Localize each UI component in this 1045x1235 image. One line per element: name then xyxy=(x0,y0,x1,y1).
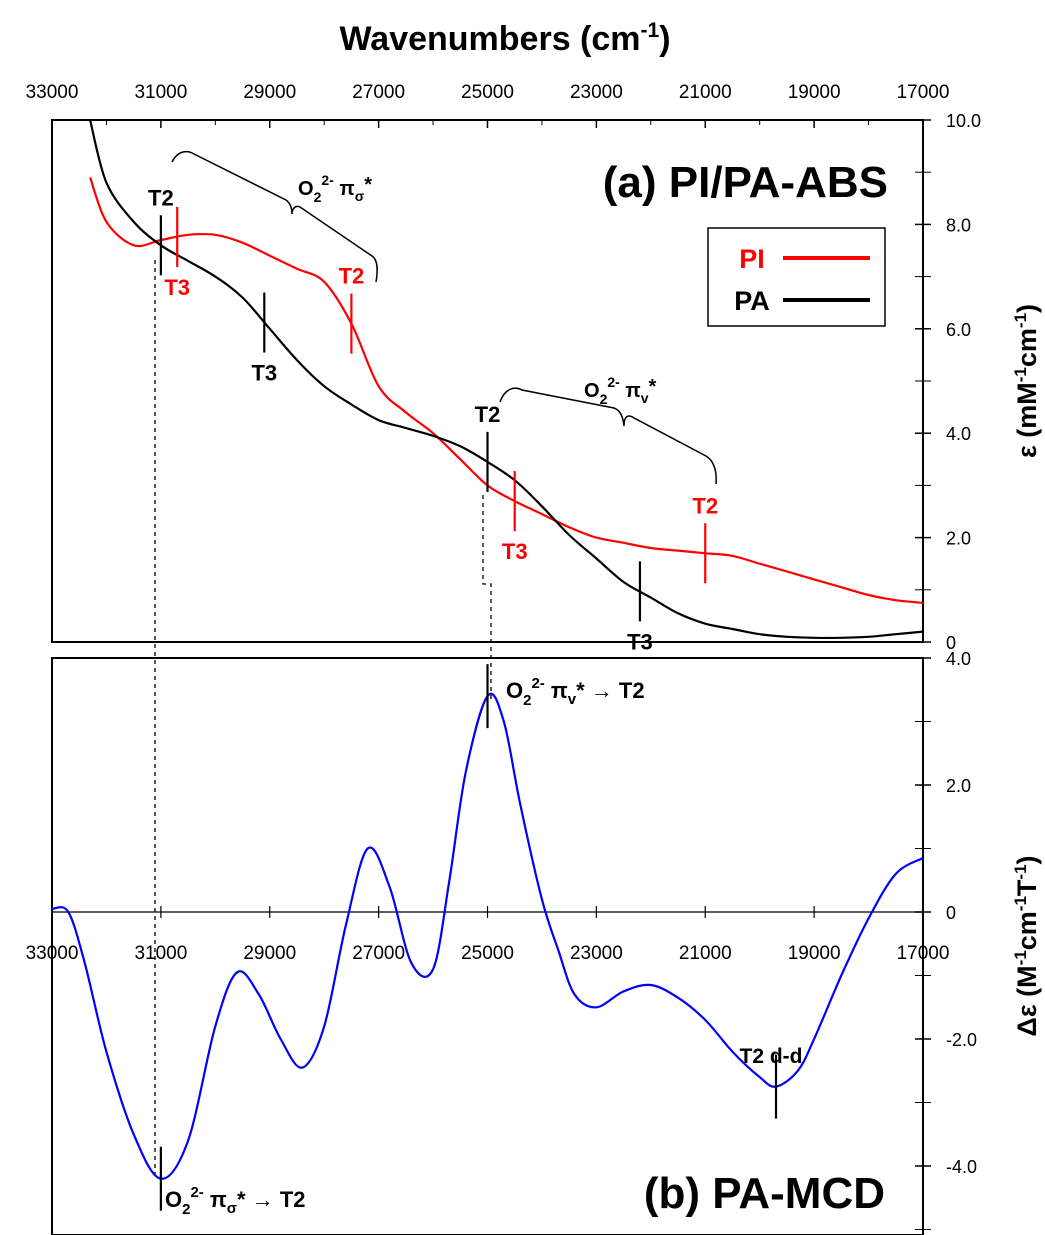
panel-b-x-tick-label: 23000 xyxy=(570,943,623,964)
panel-a-curves xyxy=(89,119,924,640)
brace-v xyxy=(499,387,717,485)
panel-b-x-tick-label: 19000 xyxy=(788,943,841,964)
label-o2-pi-v: O22- πv* xyxy=(584,374,656,407)
series-line-pi xyxy=(89,177,924,604)
panel-a-y-tick-label: 10.0 xyxy=(946,111,981,131)
panel-b-y-tick-label: -4.0 xyxy=(946,1157,977,1177)
label-t2-dd: T2 d-d xyxy=(740,1045,803,1068)
panel-b-y-tick-label: 2.0 xyxy=(946,776,971,796)
panel-b-x-tick-label: 21000 xyxy=(679,943,732,964)
series-line-pa-mcd xyxy=(51,692,924,1180)
label-o2-pi-v-to-t2: O22- πv* → T2 xyxy=(506,675,645,709)
panel-a-y-tick-label: 8.0 xyxy=(946,215,971,235)
marker-label-t2: T2 xyxy=(692,493,718,518)
marker-label-t2: T2 xyxy=(475,402,501,427)
marker-label-t3: T3 xyxy=(627,629,653,654)
legend-label-pa: PA xyxy=(734,286,770,316)
panel-b-ylabel: Δε (M-1cm-1T-1) xyxy=(1011,855,1042,1036)
marker-label-t3: T3 xyxy=(502,539,528,564)
panel-b-x-tick-label: 31000 xyxy=(134,943,187,964)
top-x-tick-label: 25000 xyxy=(461,82,514,103)
panel-a-title: (a) PI/PA-ABS xyxy=(603,158,888,207)
x-axis-title: Wavenumbers (cm-1) xyxy=(339,19,670,58)
panel-a-ylabel: ε (mM-1cm-1) xyxy=(1011,304,1042,458)
marker-label-t3: T3 xyxy=(164,275,190,300)
panel-a-y-tick-label: 0 xyxy=(946,633,956,653)
top-x-tick-label: 23000 xyxy=(570,82,623,103)
marker-label-t3: T3 xyxy=(251,361,277,386)
panel-b-x-tick-label: 33000 xyxy=(26,943,79,964)
guide-line-v xyxy=(482,495,492,700)
panel-b-curves xyxy=(51,692,924,1180)
transition-markers: T2 T3 T3 T2 T2 T3 T3 T2 xyxy=(148,185,778,1211)
series-line-pa xyxy=(89,119,924,640)
marker-label-t2: T2 xyxy=(339,264,365,289)
top-x-tick-label: 27000 xyxy=(352,82,405,103)
panel-b-x-tick-label: 27000 xyxy=(352,943,405,964)
panel-b-y-tick-label: 4.0 xyxy=(946,649,971,669)
panel-b-x-tick-label: 29000 xyxy=(243,943,296,964)
panel-b-x-tick-label: 25000 xyxy=(461,943,514,964)
marker-label-t2: T2 xyxy=(148,185,174,210)
top-x-tick-label: 33000 xyxy=(26,82,79,103)
legend-box xyxy=(707,227,886,327)
brace-sigma xyxy=(171,150,378,283)
panel-b-x-tick-label: 17000 xyxy=(897,943,950,964)
panel-a-y-tick-label: 2.0 xyxy=(946,529,971,549)
top-x-tick-label: 19000 xyxy=(788,82,841,103)
panel-b-y-tick-label: -2.0 xyxy=(946,1030,977,1050)
label-o2-pi-sigma: O22- πσ* xyxy=(298,172,372,205)
panel-b-y-tick-label: 0 xyxy=(946,903,956,923)
top-x-tick-labels: 33000 31000 29000 27000 25000 23000 21000 19000… xyxy=(26,82,950,103)
top-x-tick-label: 17000 xyxy=(897,82,950,103)
legend-label-pi: PI xyxy=(739,244,765,274)
panel-a-axes: 0 2.0 4.0 6.0 8.0 10.0 xyxy=(51,111,981,653)
top-x-tick-label: 31000 xyxy=(134,82,187,103)
panel-a-y-tick-label: 6.0 xyxy=(946,320,971,340)
top-x-tick-label: 21000 xyxy=(679,82,732,103)
top-x-tick-label: 29000 xyxy=(243,82,296,103)
panel-b-axes: 33000 31000 29000 27000 25000 23000 21000 19000… xyxy=(26,649,977,1230)
label-o2-pi-sigma-to-t2: O22- πσ* → T2 xyxy=(165,1184,306,1218)
legend: PI PA xyxy=(707,227,886,327)
panel-b-title: (b) PA-MCD xyxy=(644,1169,885,1218)
panel-a-y-tick-label: 4.0 xyxy=(946,424,971,444)
panel-b-frame xyxy=(51,657,924,1235)
